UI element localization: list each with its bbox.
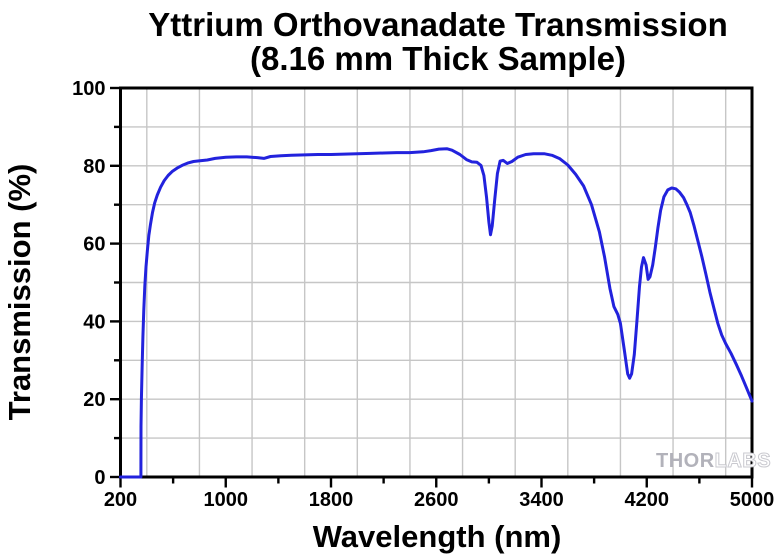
x-tick-label: 200	[104, 489, 137, 511]
transmission-curve	[119, 147, 754, 479]
x-tick-label: 2600	[414, 489, 459, 511]
thorlabs-watermark: THORLABS	[656, 450, 771, 472]
x-tick-label: 1800	[309, 489, 354, 511]
watermark-labs-text: LABS	[715, 450, 771, 472]
y-tick-label: 100	[72, 78, 105, 100]
x-tick-label: 1000	[204, 489, 249, 511]
y-tick-label: 80	[83, 156, 105, 178]
y-tick-label: 20	[83, 389, 105, 411]
x-axis-title: Wavelength (nm)	[313, 519, 562, 554]
chart-title-line1: Yttrium Orthovanadate Transmission	[148, 6, 727, 43]
y-tick-label: 40	[83, 311, 105, 333]
gridlines	[120, 88, 752, 477]
plot-frame	[119, 86, 754, 479]
tick-labels: 200 1000 1800 2600 3400 4200 5000 0 20 40 60 80 100	[72, 78, 774, 511]
y-tick-label: 60	[83, 234, 105, 256]
axis-ticks	[110, 86, 754, 488]
x-tick-label: 3400	[519, 489, 564, 511]
x-tick-label: 4200	[625, 489, 670, 511]
y-axis-title: Transmission (%)	[2, 164, 37, 421]
series-layer	[119, 147, 754, 479]
x-tick-label: 5000	[730, 489, 775, 511]
watermark-thor-text: THOR	[656, 450, 715, 472]
chart-title-line2: (8.16 mm Thick Sample)	[250, 40, 626, 77]
y-tick-label: 0	[94, 467, 105, 489]
